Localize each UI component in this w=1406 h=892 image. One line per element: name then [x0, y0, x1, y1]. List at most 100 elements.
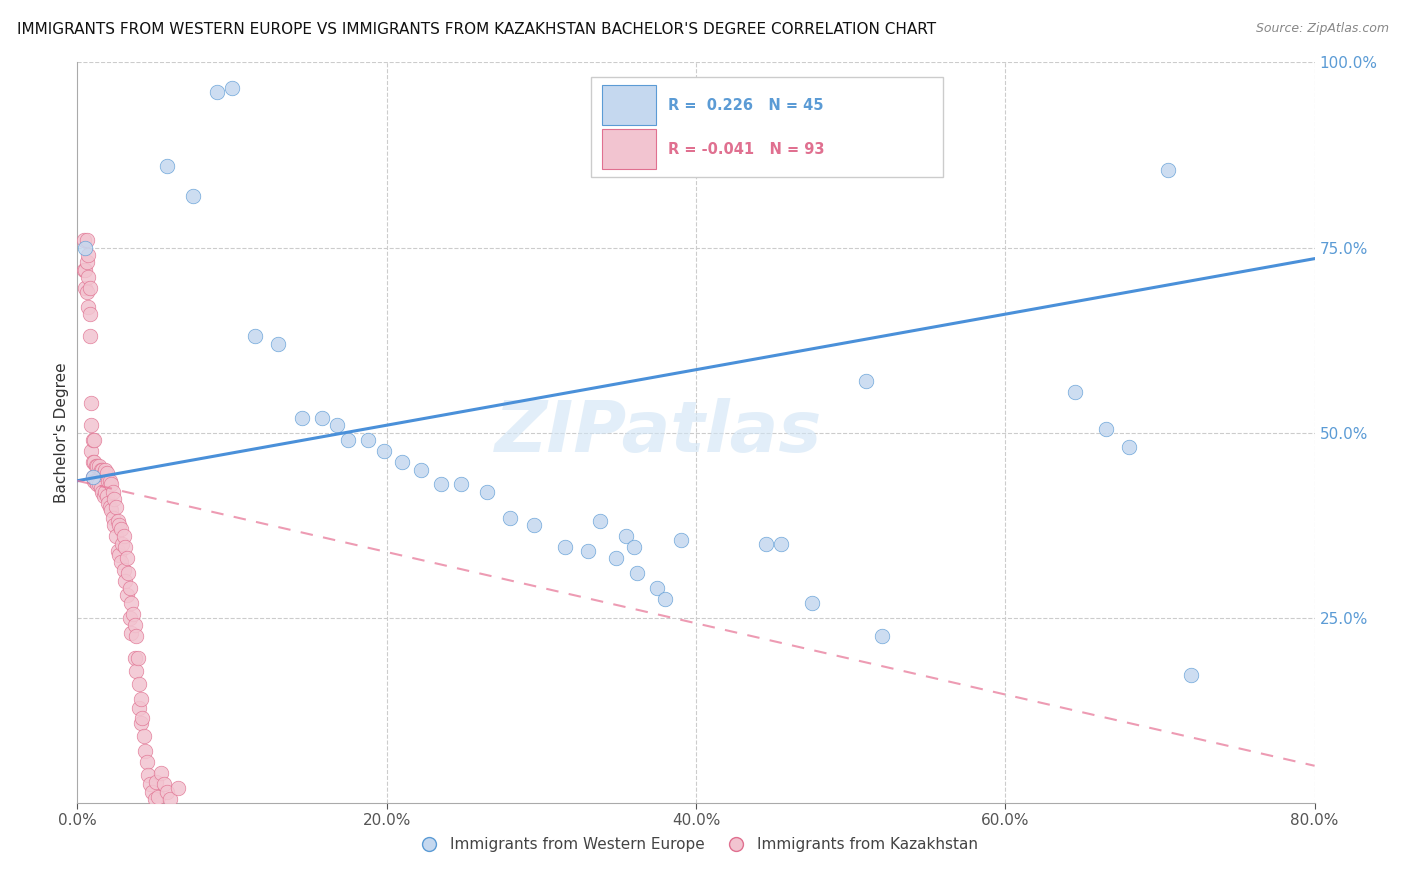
Point	[80, 396, 103, 410]
Point	[1180, 667, 1202, 681]
Y-axis label: Bachelor's Degree: Bachelor's Degree	[53, 362, 69, 503]
Point	[111, 536, 134, 550]
Point	[131, 711, 153, 725]
Point	[124, 618, 146, 632]
Point	[245, 329, 267, 343]
Point	[159, 792, 181, 806]
Point	[685, 81, 707, 95]
Point	[183, 188, 205, 202]
Point	[626, 566, 648, 581]
Point	[623, 541, 645, 555]
Point	[755, 536, 778, 550]
Point	[666, 78, 689, 92]
Point	[523, 518, 546, 533]
Point	[75, 240, 96, 255]
Point	[94, 484, 117, 499]
Point	[86, 477, 108, 491]
Point	[576, 544, 599, 558]
Point	[76, 255, 98, 269]
Point	[101, 484, 124, 499]
Point	[1157, 162, 1180, 177]
Point	[84, 458, 107, 473]
Point	[1118, 441, 1140, 455]
Point	[499, 510, 522, 524]
Point	[118, 610, 141, 624]
Point	[84, 474, 107, 488]
Point	[79, 281, 101, 295]
Point	[267, 336, 290, 351]
Point	[855, 374, 877, 388]
Point	[94, 462, 117, 476]
Point	[91, 484, 114, 499]
Point	[770, 536, 793, 550]
Point	[80, 444, 103, 458]
Point	[125, 664, 148, 678]
Point	[326, 418, 349, 433]
Point	[112, 529, 135, 543]
Point	[86, 458, 108, 473]
FancyBboxPatch shape	[602, 86, 657, 125]
Point	[128, 701, 150, 715]
Point	[83, 433, 105, 447]
Point	[149, 766, 172, 780]
Point	[79, 307, 101, 321]
Point	[141, 785, 163, 799]
Text: Source: ZipAtlas.com: Source: ZipAtlas.com	[1256, 22, 1389, 36]
Point	[409, 462, 432, 476]
Point	[115, 551, 138, 566]
Point	[138, 767, 160, 781]
Text: R = -0.041   N = 93: R = -0.041 N = 93	[668, 142, 824, 157]
Point	[121, 596, 143, 610]
Point	[430, 477, 453, 491]
Point	[118, 581, 141, 595]
Point	[311, 410, 333, 425]
Point	[616, 85, 638, 99]
Point	[128, 677, 150, 691]
Point	[146, 789, 169, 804]
Text: ZIPatlas: ZIPatlas	[495, 398, 823, 467]
Point	[91, 462, 114, 476]
Legend: Immigrants from Western Europe, Immigrants from Kazakhstan: Immigrants from Western Europe, Immigran…	[408, 830, 984, 858]
Point	[96, 467, 118, 481]
Point	[391, 455, 413, 469]
Point	[373, 444, 395, 458]
Point	[122, 607, 145, 621]
Point	[153, 777, 176, 791]
Point	[134, 744, 156, 758]
Point	[76, 233, 98, 247]
Point	[75, 262, 96, 277]
Point	[98, 500, 121, 514]
Point	[110, 555, 132, 569]
Point	[129, 692, 152, 706]
Point	[82, 433, 104, 447]
Point	[72, 233, 94, 247]
Point	[97, 496, 120, 510]
Point	[105, 529, 127, 543]
Point	[143, 792, 166, 806]
Point	[107, 515, 129, 529]
Point	[221, 81, 243, 95]
Point	[132, 729, 155, 743]
Point	[291, 410, 314, 425]
Point	[589, 515, 612, 529]
Point	[93, 467, 115, 481]
Point	[337, 433, 360, 447]
Point	[616, 529, 638, 543]
Point	[115, 589, 138, 603]
Point	[145, 775, 167, 789]
FancyBboxPatch shape	[591, 78, 943, 178]
Point	[205, 85, 228, 99]
Point	[801, 596, 824, 610]
Point	[108, 548, 131, 562]
Point	[709, 85, 731, 99]
Point	[117, 566, 139, 581]
Point	[112, 563, 135, 577]
Point	[105, 500, 127, 514]
Point	[82, 455, 104, 469]
Point	[83, 455, 105, 469]
Point	[156, 785, 179, 799]
FancyBboxPatch shape	[602, 129, 657, 169]
Point	[114, 574, 136, 588]
Point	[75, 281, 96, 295]
Point	[90, 481, 111, 495]
